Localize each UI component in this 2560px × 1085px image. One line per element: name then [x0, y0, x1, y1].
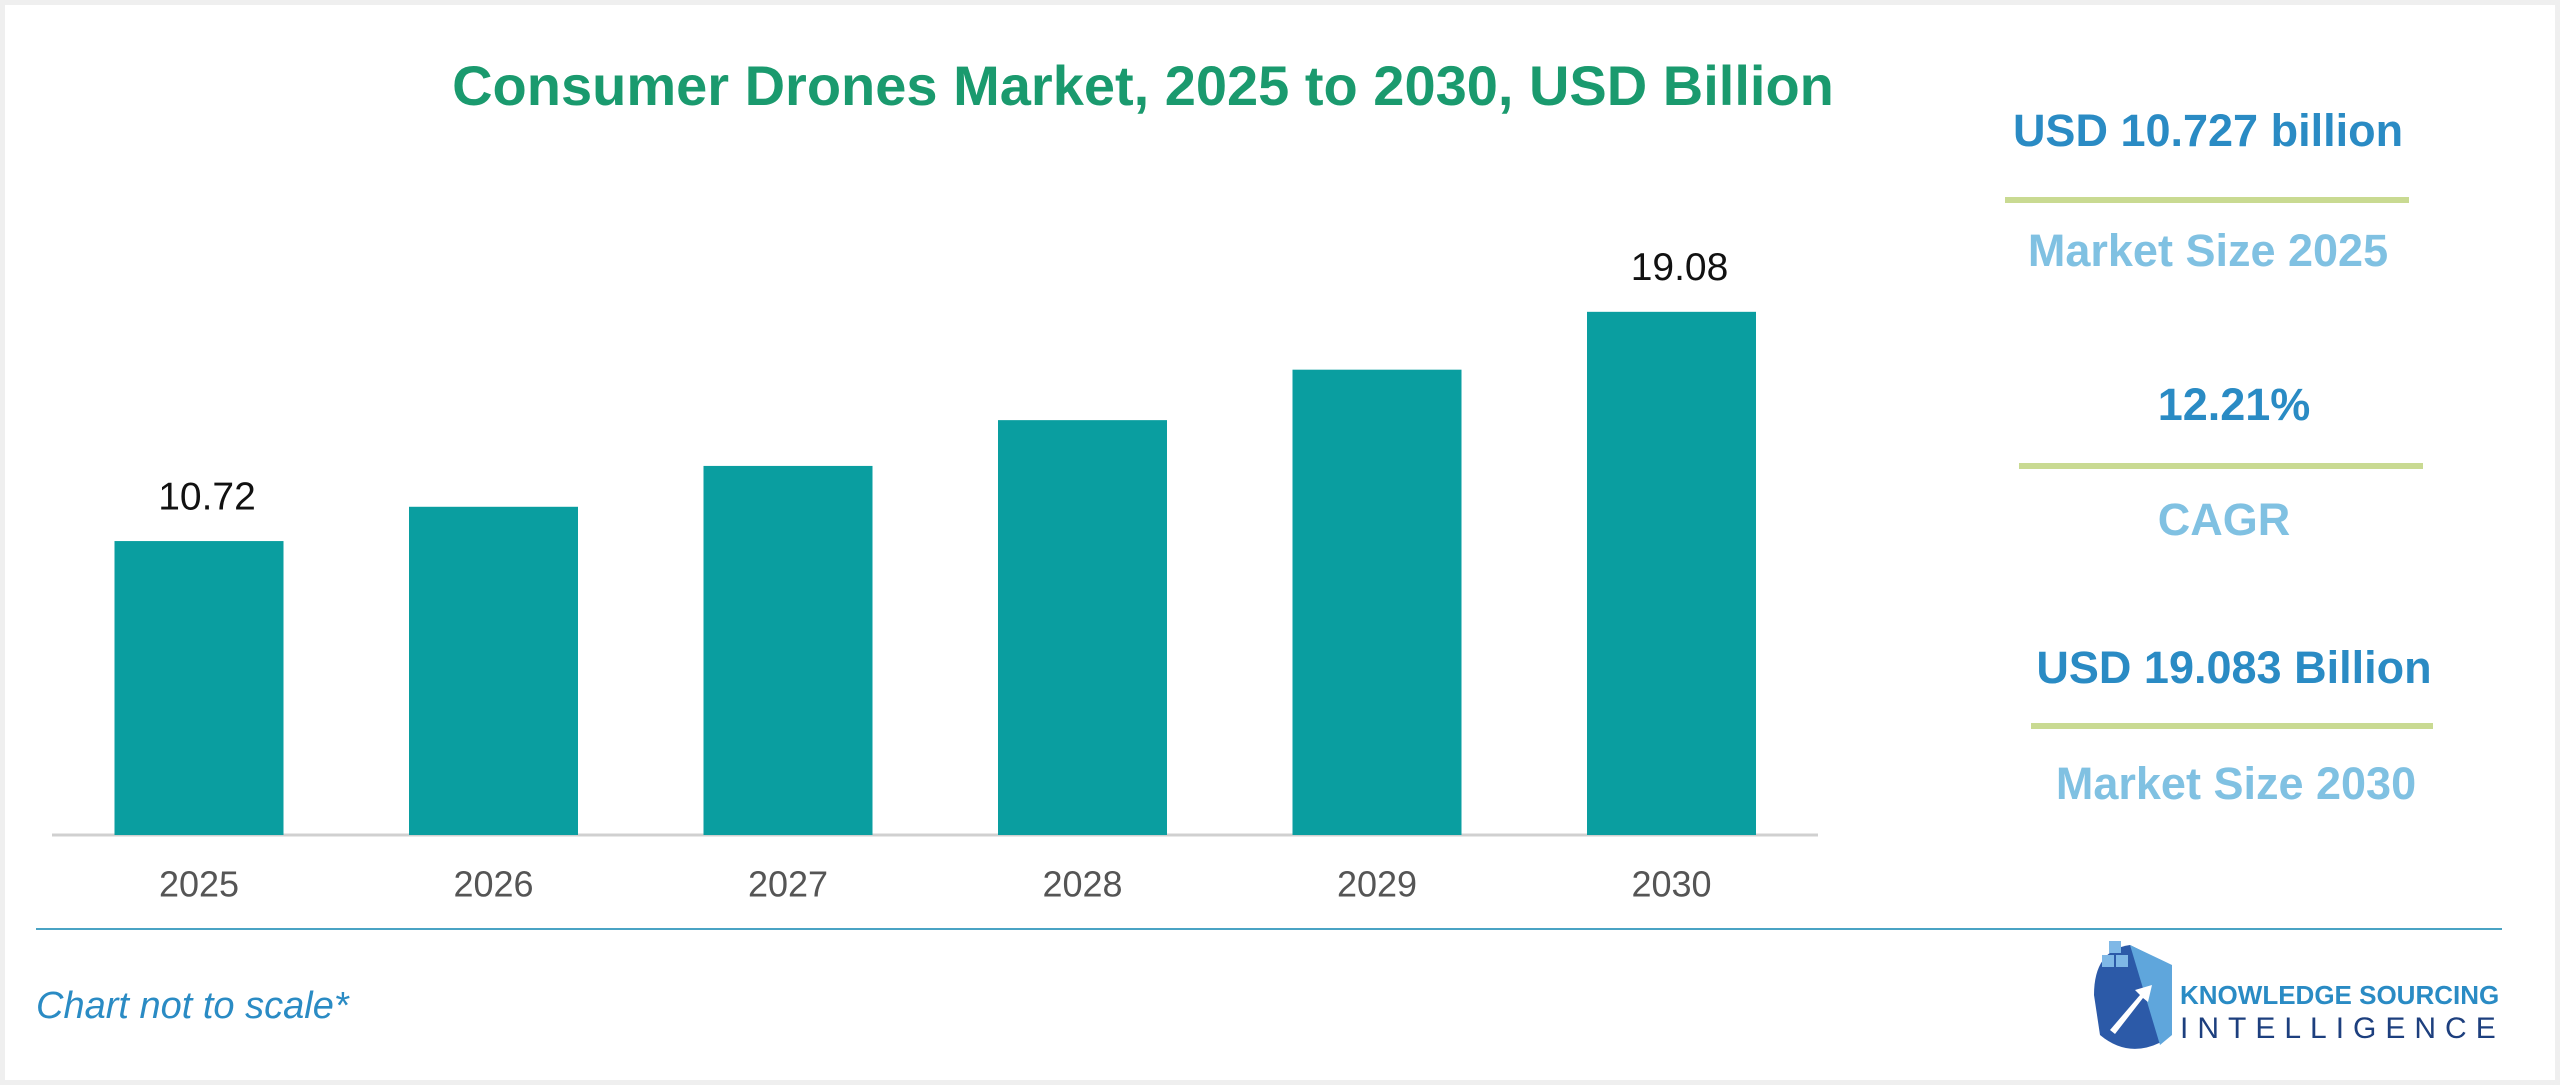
bar [998, 420, 1167, 835]
chart-title: Consumer Drones Market, 2025 to 2030, US… [452, 54, 1834, 117]
bar [114, 541, 284, 835]
stat-label: CAGR [2158, 494, 2291, 545]
x-tick-label: 2030 [1631, 864, 1711, 905]
logo-text: INTELLIGENCE [2180, 1012, 2505, 1045]
logo-text: KNOWLEDGE SOURCING [2180, 980, 2499, 1010]
x-tick-label: 2026 [453, 864, 533, 905]
stat-value: 12.21% [2158, 379, 2311, 430]
logo: KNOWLEDGE SOURCING INTELLIGENCE [2094, 941, 2505, 1049]
logo-icon [2102, 955, 2114, 967]
stat-label: Market Size 2030 [2056, 758, 2416, 809]
bar [409, 506, 578, 835]
side-panel: USD 10.727 billion Market Size 2025 12.2… [2005, 105, 2433, 809]
logo-icon [2116, 955, 2128, 967]
x-tick-label: 2028 [1042, 864, 1122, 905]
data-label: 19.08 [1631, 246, 1729, 289]
bar [1292, 369, 1462, 835]
footnote: Chart not to scale* [36, 985, 350, 1027]
stat-value: USD 19.083 Billion [2036, 642, 2431, 693]
x-tick-label: 2027 [748, 864, 828, 905]
bar [1587, 311, 1756, 835]
logo-icon [2110, 985, 2152, 1034]
bar [703, 465, 873, 835]
stat-label: Market Size 2025 [2028, 225, 2388, 276]
data-label: 10.72 [158, 475, 256, 518]
stat-value: USD 10.727 billion [2013, 105, 2403, 156]
logo-icon [2130, 945, 2172, 1045]
x-tick-label: 2029 [1337, 864, 1417, 905]
logo-icon [2109, 941, 2121, 953]
x-tick-label: 2025 [159, 864, 239, 905]
